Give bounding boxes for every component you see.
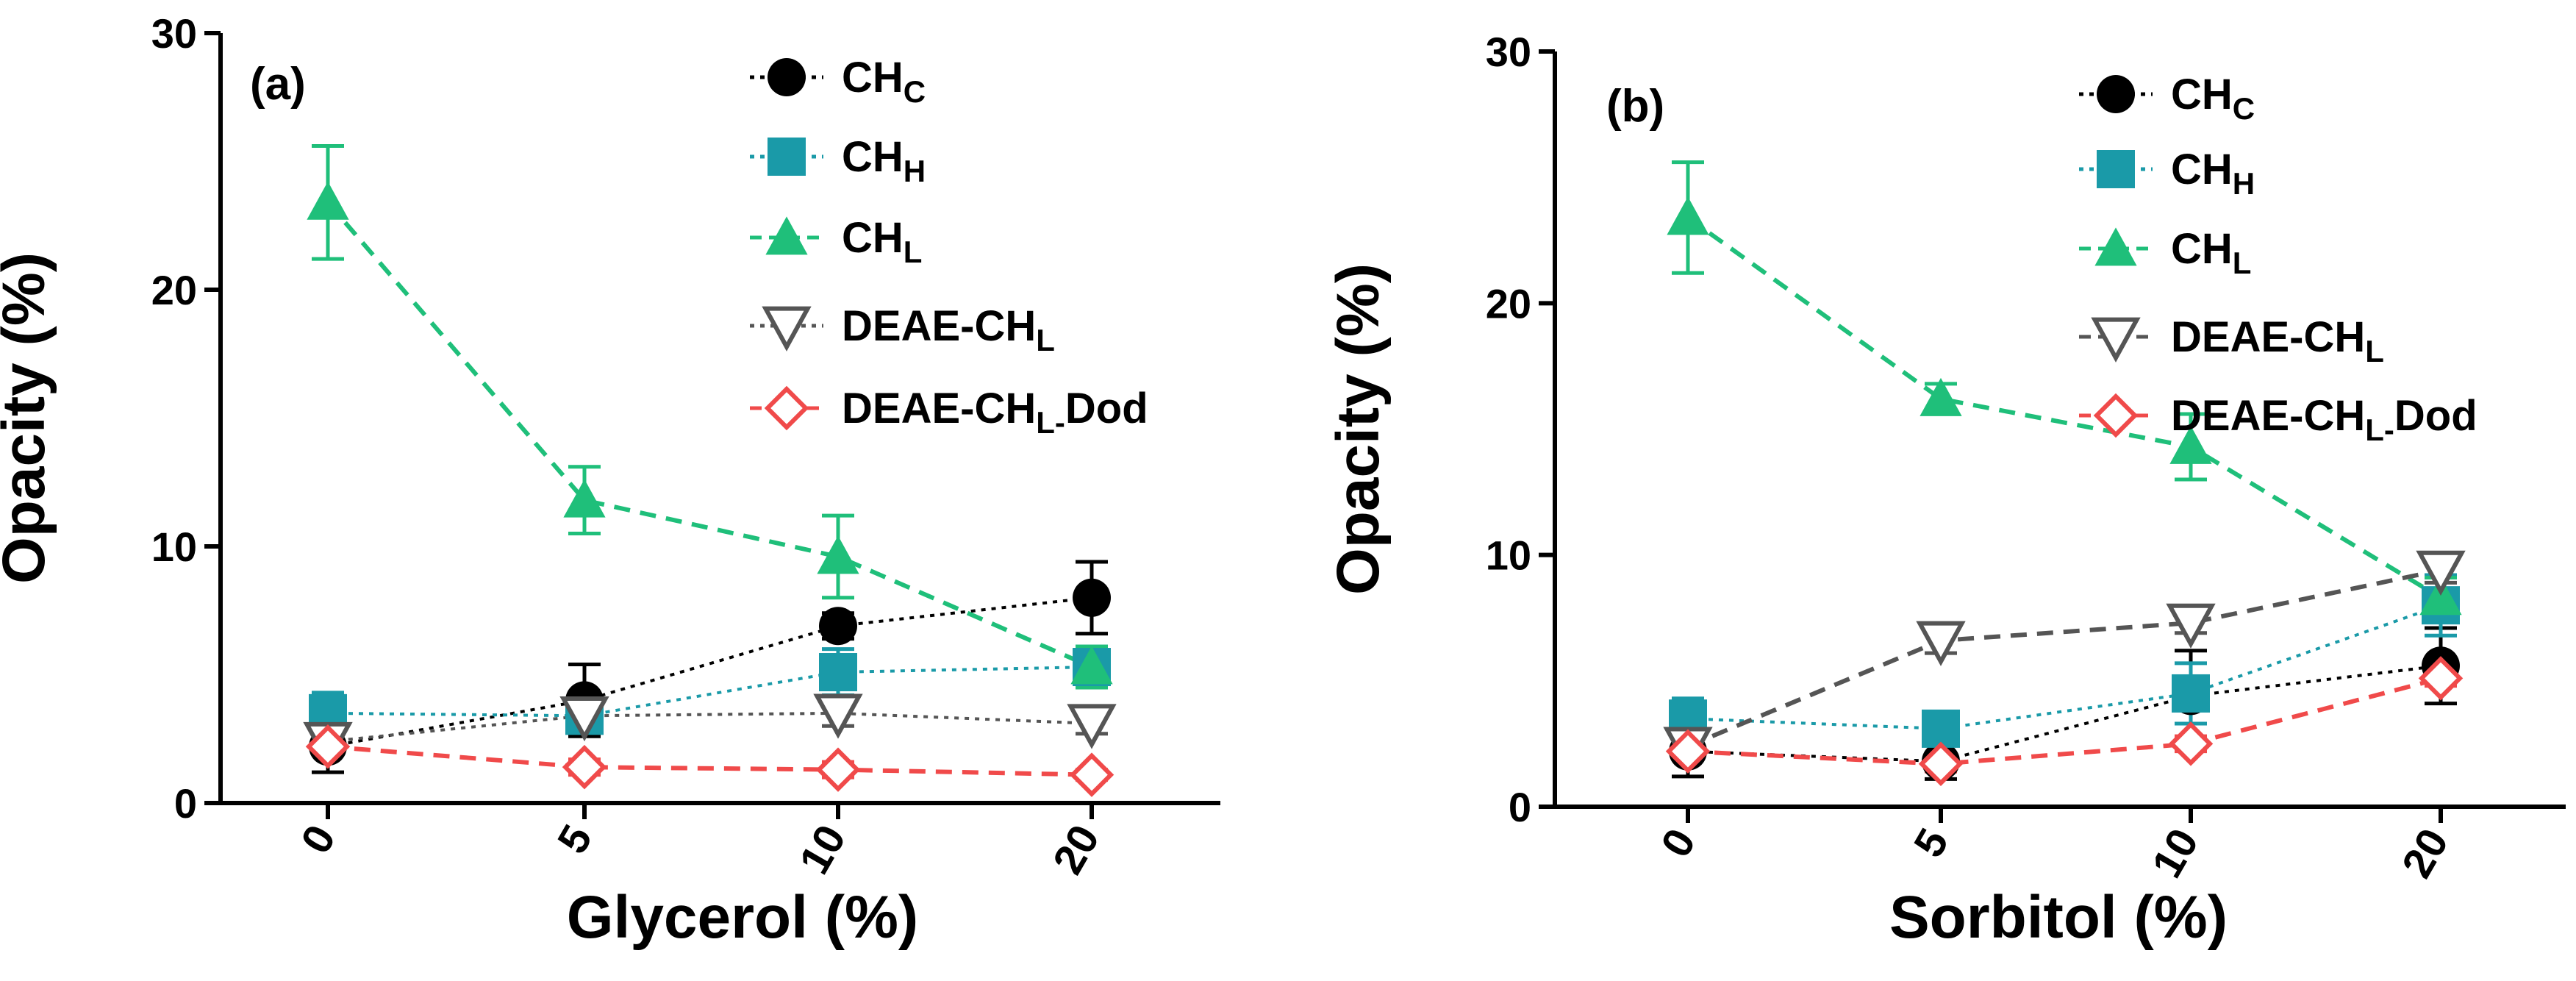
data-point xyxy=(1073,578,1111,617)
panel-label: (a) xyxy=(250,59,306,110)
legend-marker xyxy=(762,306,812,352)
y-tick-label: 10 xyxy=(151,524,197,570)
series-line-4 xyxy=(327,744,1092,777)
data-point xyxy=(2172,674,2210,713)
data-point xyxy=(1067,704,1117,749)
data-point xyxy=(2169,425,2212,464)
legend-marker xyxy=(2097,75,2135,113)
legend-label: DEAE-CHL-Dod xyxy=(2171,392,2477,447)
y-tick-label: 30 xyxy=(151,10,197,57)
data-point xyxy=(1922,709,1960,748)
legend-label: DEAE-CHL-Dod xyxy=(842,385,1148,440)
legend-marker xyxy=(765,216,808,255)
series-line-3 xyxy=(1686,568,2441,749)
series-line-4 xyxy=(1687,676,2441,766)
legend-label: CHH xyxy=(842,133,926,188)
data-point xyxy=(819,607,857,646)
legend-label: CHL xyxy=(2171,225,2251,280)
panel-label: (b) xyxy=(1606,81,1664,132)
x-tick-label: 0 xyxy=(292,817,345,861)
chart-panel-b: 0 10 20 30 0 5 10 20 Sorbitol (%) Opacity (%) (b) C… xyxy=(1325,29,2566,951)
data-point xyxy=(815,747,861,792)
legend-marker xyxy=(768,58,806,96)
series-line-2 xyxy=(326,201,1093,669)
y-tick-label: 10 xyxy=(1486,532,1531,579)
data-point xyxy=(819,653,857,692)
x-axis-title: Glycerol (%) xyxy=(567,884,918,951)
y-tick-label: 20 xyxy=(151,267,197,313)
series-line-3 xyxy=(327,711,1092,743)
legend-marker xyxy=(2094,227,2137,266)
legend-marker xyxy=(2091,317,2141,363)
data-point xyxy=(2168,721,2214,766)
data-point xyxy=(307,181,349,220)
series-line-1 xyxy=(1687,604,2441,730)
legend-label: CHC xyxy=(2171,71,2255,126)
y-tick-label: 20 xyxy=(1486,280,1531,327)
series-line-0 xyxy=(1687,664,2441,763)
y-tick-label: 0 xyxy=(1509,784,1531,830)
y-axis-title: Opacity (%) xyxy=(1325,263,1392,595)
legend-label: CHL xyxy=(842,214,922,269)
x-tick-label: 20 xyxy=(2393,821,2458,885)
data-point xyxy=(1667,196,1709,235)
data-point xyxy=(1918,741,1964,787)
data-point xyxy=(1665,729,1711,774)
legend-marker xyxy=(764,385,809,431)
x-tick-label: 5 xyxy=(548,817,601,861)
series-line-1 xyxy=(327,666,1092,718)
legend-marker xyxy=(768,138,806,176)
data-point xyxy=(817,535,859,574)
data-point xyxy=(562,744,607,790)
data-point xyxy=(1920,377,1962,416)
data-point xyxy=(2416,550,2466,596)
x-axis-title: Sorbitol (%) xyxy=(1889,884,2228,951)
series-line-0 xyxy=(327,596,1092,749)
series-line-2 xyxy=(1686,215,2442,600)
y-tick-label: 30 xyxy=(1486,29,1531,75)
data-point xyxy=(2166,603,2216,649)
legend-label: CHC xyxy=(842,54,926,109)
y-axis-title: Opacity (%) xyxy=(0,252,57,584)
legend-marker xyxy=(2097,150,2135,188)
data-point xyxy=(1916,621,1966,666)
data-point xyxy=(813,693,863,739)
data-point xyxy=(559,696,609,742)
data-point xyxy=(1069,752,1115,797)
x-tick-label: 10 xyxy=(790,817,856,882)
data-point xyxy=(1070,646,1113,685)
x-tick-label: 10 xyxy=(2143,821,2208,885)
legend-label: DEAE-CHL xyxy=(2171,313,2384,368)
data-point xyxy=(305,724,351,769)
x-tick-label: 20 xyxy=(1044,817,1109,882)
y-tick-label: 0 xyxy=(174,780,197,827)
legend-label: CHH xyxy=(2171,146,2255,201)
x-tick-label: 0 xyxy=(1652,821,1705,865)
x-tick-label: 5 xyxy=(1905,821,1958,865)
legend-label: DEAE-CHL xyxy=(842,302,1055,357)
data-point xyxy=(2418,656,2464,701)
chart-panel-a: 0 10 20 30 0 5 10 20 Glycerol (%) Opacity (%) (a) C… xyxy=(0,10,1220,951)
data-point xyxy=(563,479,606,518)
data-point xyxy=(2419,577,2462,616)
legend-marker xyxy=(2093,393,2139,438)
